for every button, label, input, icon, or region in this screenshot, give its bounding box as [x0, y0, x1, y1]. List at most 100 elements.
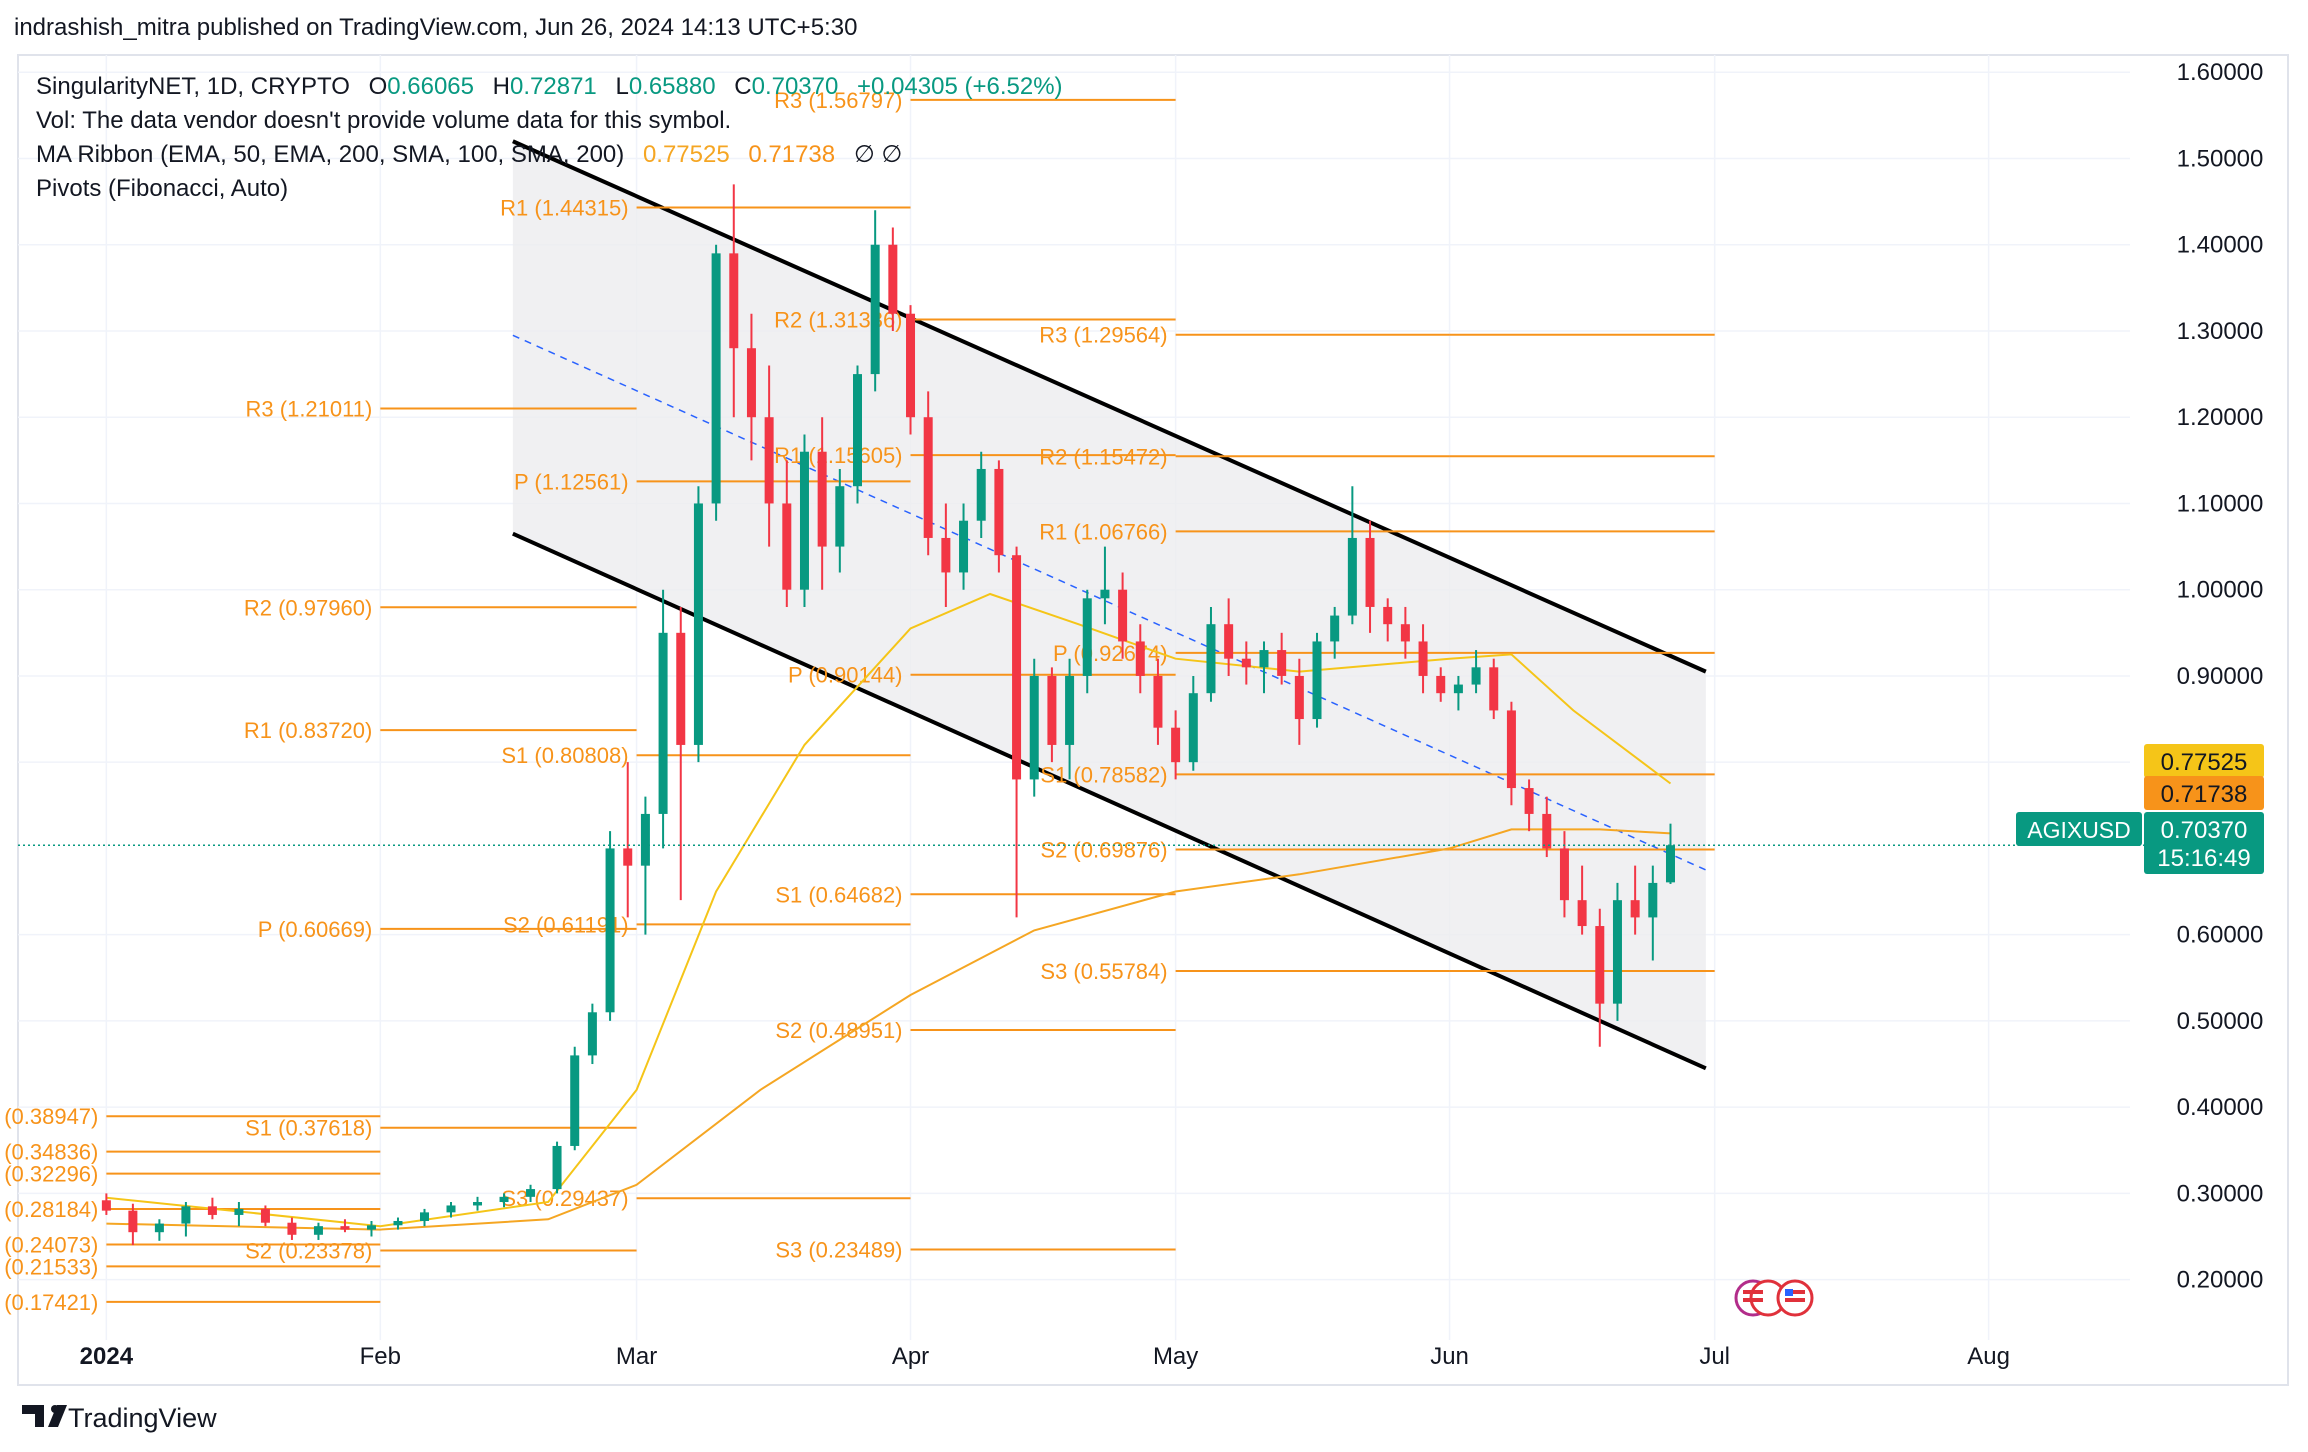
candle-body[interactable]	[623, 848, 633, 866]
price-tick-label: 0.40000	[2177, 1094, 2264, 1121]
tradingview-logo-text: TradingView	[68, 1403, 217, 1433]
tradingview-logo[interactable]: TradingView	[22, 1403, 217, 1433]
pivot-label-r2: R2 (0.97960)	[244, 595, 372, 620]
candle-body[interactable]	[393, 1220, 403, 1226]
candle-body[interactable]	[1277, 650, 1287, 676]
candle-body[interactable]	[552, 1145, 562, 1190]
channel-lower-line[interactable]	[512, 531, 1707, 1071]
candle-body[interactable]	[1524, 788, 1534, 814]
candle-body[interactable]	[782, 503, 792, 590]
candle-body[interactable]	[287, 1222, 297, 1235]
candle-body[interactable]	[658, 632, 668, 814]
candle-body[interactable]	[1241, 658, 1251, 668]
candle-body[interactable]	[1294, 675, 1304, 720]
candle-body[interactable]	[1100, 589, 1110, 599]
price-tick-label: 0.30000	[2177, 1180, 2264, 1207]
candle-body[interactable]	[852, 374, 862, 487]
candle-body[interactable]	[1206, 624, 1216, 694]
candle-body[interactable]	[473, 1202, 483, 1206]
candle-body[interactable]	[870, 244, 880, 375]
candles[interactable]	[101, 184, 1675, 1246]
candle-body[interactable]	[1577, 900, 1587, 927]
candle-body[interactable]	[154, 1223, 164, 1233]
candle-body[interactable]	[101, 1200, 111, 1211]
candle-body[interactable]	[888, 244, 898, 314]
candle-body[interactable]	[1047, 675, 1057, 745]
candle-body[interactable]	[1171, 727, 1181, 763]
candle-body[interactable]	[1648, 882, 1658, 918]
candle-body[interactable]	[1506, 710, 1516, 789]
candle-body[interactable]	[1436, 675, 1446, 694]
candle-body[interactable]	[1365, 537, 1375, 607]
channel-mid-line[interactable]	[512, 334, 1707, 871]
time-axis[interactable]: 2024 Feb Mar Apr May Jun Jul Aug	[80, 1343, 2010, 1370]
candle-body[interactable]	[1612, 900, 1622, 1004]
candle-body[interactable]	[1188, 693, 1198, 763]
candle-body[interactable]	[1665, 845, 1675, 883]
candle-body[interactable]	[1259, 650, 1269, 668]
candle-body[interactable]	[799, 451, 809, 590]
publish-note: indrashish_mitra published on TradingVie…	[14, 14, 858, 41]
economic-events-icon[interactable]	[1734, 1279, 1814, 1317]
candle-body[interactable]	[260, 1208, 270, 1223]
candle-body[interactable]	[711, 253, 721, 504]
candle-body[interactable]	[207, 1206, 217, 1215]
candle-body[interactable]	[1082, 598, 1092, 676]
candle-body[interactable]	[1012, 555, 1022, 780]
candle-body[interactable]	[923, 417, 933, 538]
candle-body[interactable]	[1029, 675, 1039, 780]
candle-body[interactable]	[234, 1208, 244, 1215]
candle-body[interactable]	[729, 253, 739, 349]
candle-body[interactable]	[1065, 675, 1075, 745]
candle-body[interactable]	[181, 1206, 191, 1224]
regression-channel[interactable]	[512, 139, 1707, 1071]
candle-body[interactable]	[693, 503, 703, 745]
candle-body[interactable]	[959, 520, 969, 573]
candle-body[interactable]	[1542, 813, 1552, 849]
candle-body[interactable]	[1224, 624, 1234, 659]
candle-body[interactable]	[366, 1225, 376, 1230]
price-badges: 0.77525 0.71738 AGIXUSD 0.70370 15:16:49	[2016, 744, 2264, 874]
candle-body[interactable]	[1153, 675, 1163, 728]
candle-body[interactable]	[1118, 589, 1128, 642]
candle-body[interactable]	[1418, 641, 1428, 676]
candle-body[interactable]	[526, 1189, 536, 1197]
candle-body[interactable]	[1489, 667, 1499, 711]
candle-body[interactable]	[1453, 684, 1463, 694]
candle-body[interactable]	[835, 486, 845, 547]
candle-body[interactable]	[1595, 926, 1605, 1004]
candle-body[interactable]	[746, 348, 756, 418]
candle-body[interactable]	[676, 632, 686, 745]
candle-body[interactable]	[640, 813, 650, 866]
candle-body[interactable]	[1400, 624, 1410, 642]
candle-body[interactable]	[419, 1212, 429, 1221]
candle-body[interactable]	[1471, 667, 1481, 685]
candle-body[interactable]	[994, 468, 1004, 556]
candle-body[interactable]	[764, 417, 774, 504]
candle-body[interactable]	[817, 451, 827, 547]
candle-body[interactable]	[1330, 615, 1340, 642]
candle-body[interactable]	[976, 468, 986, 521]
candle-body[interactable]	[340, 1226, 350, 1230]
candle-body[interactable]	[1559, 848, 1569, 901]
candle-body[interactable]	[1383, 606, 1393, 625]
candle-body[interactable]	[499, 1196, 509, 1203]
candle-body[interactable]	[313, 1226, 323, 1235]
candle-body[interactable]	[587, 1012, 597, 1056]
pivot-label-r3: R3 (1.21011)	[246, 396, 373, 421]
candle-body[interactable]	[128, 1210, 138, 1233]
price-tick-label: 1.10000	[2177, 490, 2264, 517]
channel-upper-line[interactable]	[512, 139, 1707, 674]
candle-body[interactable]	[906, 313, 916, 418]
price-axis[interactable]: 1.60000 1.50000 1.40000 1.30000 1.20000 1.100…	[2177, 59, 2264, 1293]
candle-body[interactable]	[605, 848, 615, 1013]
candle-body[interactable]	[941, 537, 951, 573]
candle-body[interactable]	[570, 1055, 580, 1146]
candle-body[interactable]	[1347, 537, 1357, 616]
candle-body[interactable]	[1630, 900, 1640, 918]
candle-body[interactable]	[446, 1205, 456, 1213]
candle-body[interactable]	[1135, 641, 1145, 676]
legend-ma-val2: 0.71738	[748, 141, 835, 168]
candle-body[interactable]	[1312, 641, 1322, 720]
